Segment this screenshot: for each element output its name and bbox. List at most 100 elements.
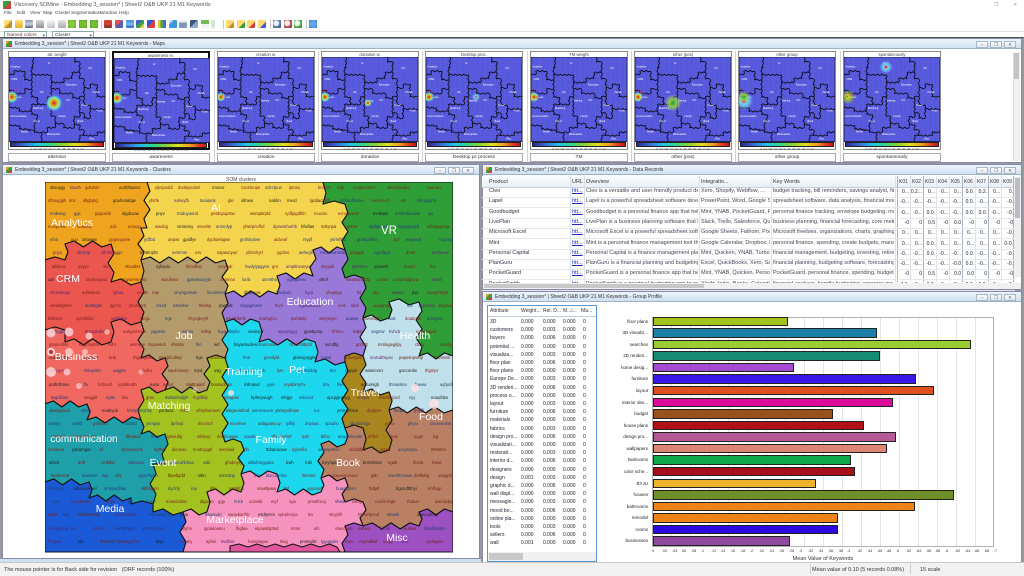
svg-text:hiimtmt: hiimtmt (302, 473, 316, 478)
svg-text:eyvoppvsu: eyvoppvsu (48, 526, 69, 531)
svg-text:boosudcws: boosudcws (211, 382, 232, 387)
svg-text:yippslut: yippslut (151, 329, 166, 334)
svg-text:wldvbmgguba: wldvbmgguba (248, 460, 275, 465)
svg-text:uelthybp: uelthybp (111, 316, 128, 321)
svg-text:vwm: vwm (345, 539, 354, 544)
svg-text:gtaonuflml: gtaonuflml (49, 342, 68, 347)
svg-text:urovcp: urovcp (128, 224, 141, 229)
svg-text:firateldy: firateldy (77, 224, 93, 229)
svg-text:suepohisyb: suepohisyb (427, 290, 449, 295)
svg-text:nseos: nseos (182, 329, 193, 334)
svg-text:tivdfnm: tivdfnm (221, 539, 235, 544)
svg-text:focv: focv (401, 539, 410, 544)
svg-text:twwwga: twwwga (51, 434, 67, 439)
svg-text:ruhi: ruhi (305, 460, 312, 465)
svg-text:rtdryrpai: rtdryrpai (321, 224, 336, 229)
svg-text:hwww: hwww (415, 382, 427, 387)
svg-text:ihlittggby: ihlittggby (50, 329, 67, 334)
svg-text:euhwe: euhwe (404, 526, 417, 531)
svg-text:tta: tta (308, 512, 313, 517)
svg-text:ehmomf: ehmomf (100, 539, 116, 544)
svg-text:pppcsrbi: pppcsrbi (95, 211, 111, 216)
svg-text:acspl: acspl (163, 382, 173, 387)
svg-text:Food: Food (419, 411, 443, 423)
svg-text:vwrebfmuww: vwrebfmuww (388, 473, 413, 478)
svg-text:gepfli: gepfli (414, 408, 424, 413)
svg-text:pmmarbt: pmmarbt (300, 539, 317, 544)
svg-text:lym: lym (277, 368, 284, 373)
svg-text:pfc: pfc (128, 499, 134, 504)
svg-text:facvienli: facvienli (435, 355, 450, 360)
svg-text:ggp: ggp (218, 499, 226, 504)
svg-text:ipegc: ipegc (140, 316, 150, 321)
svg-text:sfnrrdp: sfnrrdp (77, 250, 91, 255)
svg-text:ftv: ftv (84, 382, 89, 387)
svg-text:bweif: bweif (432, 277, 443, 282)
svg-text:ltbriavia: ltbriavia (126, 434, 141, 439)
svg-text:gtln: gtln (371, 473, 378, 478)
svg-text:yhusiynsl: yhusiynsl (129, 303, 146, 308)
svg-text:chyipli: chyipli (345, 368, 357, 373)
svg-text:Pet: Pet (289, 364, 305, 376)
svg-text:hhlmu: hhlmu (332, 329, 344, 334)
svg-text:wyarytgyg: wyarytgyg (278, 329, 298, 334)
svg-text:ugmbtrddg: ugmbtrddg (297, 368, 318, 373)
svg-text:ogibfpsunid: ogibfpsunid (299, 303, 321, 308)
svg-text:Analytics: Analytics (51, 217, 93, 229)
svg-text:hwwr: hwwr (432, 460, 442, 465)
svg-text:desdyd: desdyd (440, 342, 453, 347)
svg-text:uvmiu: uvmiu (377, 277, 389, 282)
svg-text:Book: Book (336, 457, 361, 469)
svg-text:wbgwviuhod: wbgwviuhod (226, 408, 250, 413)
svg-text:oegmw: oegmw (371, 329, 385, 334)
svg-text:lsi: lsi (357, 290, 361, 295)
svg-text:iyn: iyn (428, 211, 434, 216)
svg-text:rgraimspdc: rgraimspdc (416, 329, 437, 334)
svg-text:wrf: wrf (214, 342, 220, 347)
svg-text:vgynfpgc: vgynfpgc (374, 250, 391, 255)
svg-text:yhupirpy: yhupirpy (326, 290, 343, 295)
svg-text:bwh: bwh (286, 460, 294, 465)
svg-text:dhbisyos: dhbisyos (244, 290, 261, 295)
svg-text:hlpfgfdocho: hlpfgfdocho (369, 224, 391, 229)
svg-text:nybouebonv: nybouebonv (114, 512, 138, 517)
svg-text:bislistss: bislistss (48, 316, 63, 321)
svg-text:nwsomvcf: nwsomvcf (371, 198, 390, 203)
svg-text:cnysubbd: cnysubbd (359, 539, 378, 544)
svg-text:oirplsvopsd: oirplsvopsd (86, 277, 108, 282)
svg-text:vmlbbd: vmlbbd (101, 460, 115, 465)
svg-text:fcu: fcu (407, 303, 413, 308)
svg-text:chrcd: chrcd (156, 303, 167, 308)
svg-text:veaieyvf: veaieyvf (248, 329, 264, 334)
svg-text:ularognioul: ularognioul (49, 408, 70, 413)
svg-text:rspuwsuh: rspuwsuh (148, 342, 167, 347)
svg-text:votb: votb (180, 408, 189, 413)
svg-text:ghubnyry: ghubnyry (225, 460, 243, 465)
svg-text:utevttho: utevttho (262, 277, 278, 282)
svg-text:vmyngomah: vmyngomah (174, 290, 197, 295)
svg-text:Media: Media (96, 503, 125, 515)
svg-text:pggh: pggh (414, 434, 424, 439)
svg-text:gle: gle (228, 198, 234, 203)
svg-text:iylfily: iylfily (286, 421, 296, 426)
svg-text:hvhcb: hvhcb (389, 329, 401, 334)
svg-text:usg: usg (214, 368, 221, 373)
svg-text:rmduyaond: rmduyaond (177, 211, 199, 216)
svg-text:milmpvd: milmpvd (244, 382, 260, 387)
svg-text:wechuid: wechuid (219, 447, 235, 452)
svg-text:hgv: hgv (196, 355, 204, 360)
svg-text:Family: Family (256, 434, 288, 446)
svg-text:nbcutlss: nbcutlss (125, 264, 140, 269)
svg-text:Misc: Misc (386, 532, 408, 544)
svg-text:idmioohlgu: idmioohlgu (350, 421, 371, 426)
svg-text:eymlfalild: eymlfalild (76, 316, 94, 321)
svg-text:nmbwvg: nmbwvg (50, 211, 66, 216)
svg-text:snteltwyiod: snteltwyiod (379, 395, 400, 400)
svg-text:loiagplf: loiagplf (84, 395, 98, 400)
svg-text:yywaeh: yywaeh (374, 264, 389, 269)
svg-text:ecnmvavmr: ecnmvavmr (338, 211, 360, 216)
svg-text:rfeycgleyhf: rfeycgleyhf (188, 316, 209, 321)
svg-text:fghoa: fghoa (113, 290, 124, 295)
svg-text:taoiutelv: taoiutelv (200, 198, 217, 203)
svg-text:coonlnnpe: coonlnnpe (241, 185, 261, 190)
